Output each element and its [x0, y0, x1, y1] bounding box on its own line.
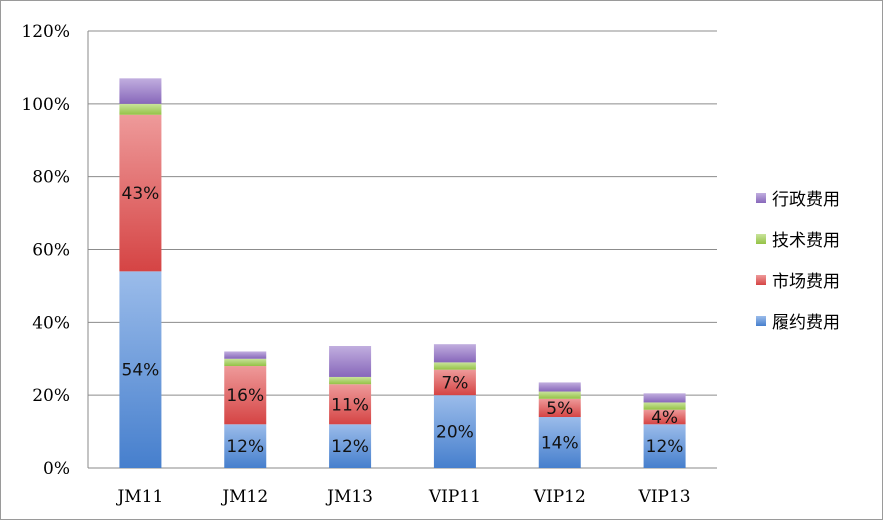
bar-segment	[433, 362, 476, 370]
y-tick-label: 100%	[21, 95, 70, 115]
bar-segment	[538, 417, 581, 468]
x-tick-label: JM11	[115, 487, 163, 507]
data-label: 20%	[436, 423, 474, 443]
data-label: 4%	[651, 408, 678, 428]
legend-label: 履约费用	[772, 313, 840, 333]
bar-segment	[329, 384, 372, 425]
x-tick-label: VIP13	[638, 487, 691, 507]
bar-segment	[119, 271, 162, 468]
data-label: 12%	[646, 437, 684, 457]
bar-segment	[224, 351, 267, 359]
legend-swatch	[756, 234, 766, 244]
bar-segment	[224, 358, 267, 367]
data-label: 12%	[331, 437, 369, 457]
y-tick-label: 80%	[32, 168, 70, 188]
legend-swatch	[756, 275, 766, 285]
data-label: 5%	[546, 399, 573, 419]
bar-segment	[119, 78, 162, 104]
y-tick-label: 40%	[32, 313, 70, 333]
bar-segment	[329, 424, 372, 468]
data-label: 11%	[331, 395, 369, 415]
data-label: 43%	[122, 184, 160, 204]
legend-item: 行政费用	[756, 190, 840, 210]
data-label: 12%	[226, 437, 264, 457]
legend-swatch	[756, 316, 766, 326]
x-tick-label: VIP12	[533, 487, 586, 507]
bar-segment	[643, 393, 686, 403]
bar-segment	[643, 402, 686, 410]
bar-segment	[538, 382, 581, 392]
legend-item: 履约费用	[756, 313, 840, 333]
bar-stack-jm11: 54% 43%	[119, 78, 162, 468]
legend-item: 市场费用	[756, 272, 840, 292]
y-tick-label: 0%	[43, 459, 70, 479]
x-tick-labels: JM11 JM12 JM13 VIP11 VIP12 VIP13	[115, 487, 690, 507]
x-tick-label: JM12	[220, 487, 268, 507]
y-tick-label: 20%	[32, 386, 70, 406]
legend-item: 技术费用	[756, 231, 840, 251]
legend-label: 技术费用	[772, 231, 840, 251]
data-label: 16%	[226, 386, 264, 406]
bar-segment	[643, 424, 686, 468]
data-label: 14%	[541, 434, 579, 454]
bar-segment	[643, 409, 686, 425]
bar-segment	[224, 366, 267, 425]
y-tick-label: 120%	[21, 22, 70, 42]
x-tick-label: JM13	[325, 487, 373, 507]
y-tick-labels: 0% 20% 40% 60% 80% 100% 120%	[21, 22, 70, 479]
legend-label: 市场费用	[772, 272, 840, 292]
bar-stack-jm12: 12% 16%	[224, 351, 267, 468]
bar-segment	[538, 391, 581, 399]
bars: 54%43%12%16%12%11%20%7%14%5%12%4%	[119, 78, 686, 468]
bar-stack-jm13: 12% 11%	[329, 346, 372, 468]
bar-segment	[329, 376, 372, 385]
bar-segment	[433, 344, 476, 363]
bar-segment	[224, 424, 267, 468]
data-label: 54%	[122, 361, 160, 381]
bar-stack-vip12: 14% 5%	[538, 382, 581, 468]
bar-segment	[433, 369, 476, 396]
bar-segment	[119, 114, 162, 272]
x-tick-label: VIP11	[428, 487, 481, 507]
bar-segment	[538, 398, 581, 418]
y-tick-label: 60%	[32, 241, 70, 261]
bar-segment	[119, 103, 162, 115]
bar-segment	[329, 346, 372, 377]
legend-swatch	[756, 193, 766, 203]
gridlines	[88, 30, 717, 396]
bar-stack-vip11: 20% 7%	[433, 344, 476, 468]
bar-segment	[433, 395, 476, 468]
data-label: 7%	[441, 373, 468, 393]
bar-stack-vip13: 12%4%	[643, 393, 686, 468]
axes	[87, 31, 717, 469]
legend-label: 行政费用	[772, 190, 840, 210]
